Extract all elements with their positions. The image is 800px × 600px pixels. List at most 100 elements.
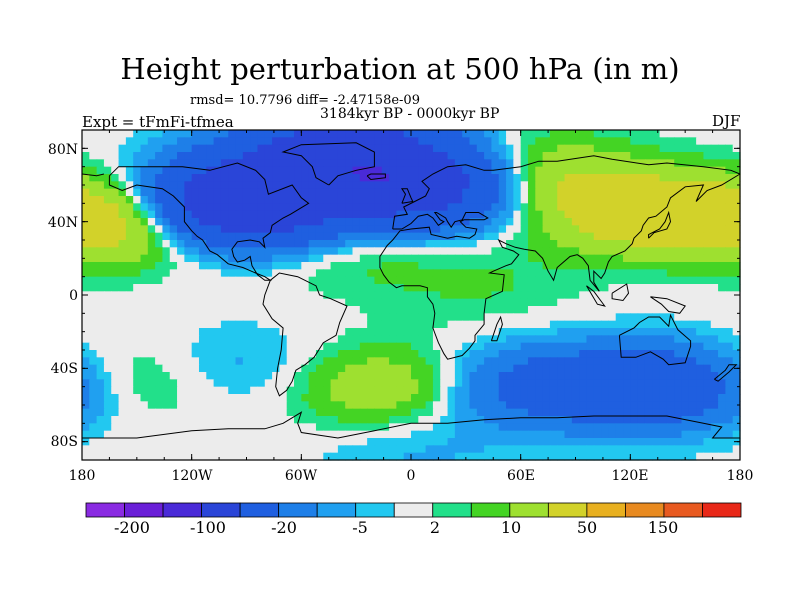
- field-cell: [623, 430, 631, 439]
- field-cell: [250, 159, 259, 168]
- field-cell: [82, 254, 90, 263]
- field-cell: [111, 438, 120, 446]
- field-cell: [111, 386, 120, 395]
- field-cell: [498, 262, 507, 270]
- field-cell: [447, 452, 456, 461]
- field-cell: [425, 196, 434, 204]
- field-cell: [140, 203, 149, 212]
- field-cell: [666, 137, 675, 146]
- field-cell: [586, 438, 595, 446]
- field-cell: [198, 269, 207, 278]
- field-cell: [235, 364, 244, 373]
- field-cell: [337, 394, 346, 402]
- field-cell: [359, 210, 368, 219]
- field-cell: [111, 401, 120, 410]
- field-cell: [425, 401, 434, 410]
- field-cell: [637, 247, 646, 256]
- field-cell: [586, 328, 595, 336]
- field-cell: [162, 174, 171, 182]
- field-cell: [118, 401, 127, 410]
- field-cell: [147, 438, 156, 446]
- field-cell: [155, 364, 164, 373]
- field-cell: [140, 174, 149, 182]
- field-cell: [177, 313, 185, 322]
- field-cell: [125, 313, 134, 322]
- field-cell: [476, 423, 485, 432]
- field-cell: [359, 423, 368, 432]
- field-cell: [411, 144, 419, 153]
- field-cell: [367, 232, 376, 241]
- field-cell: [425, 416, 434, 424]
- field-cell: [476, 203, 485, 212]
- field-cell: [703, 357, 712, 366]
- field-cell: [447, 328, 456, 336]
- field-cell: [125, 328, 134, 336]
- field-cell: [162, 159, 171, 168]
- field-cell: [491, 313, 500, 322]
- field-cell: [264, 416, 273, 424]
- field-cell: [703, 240, 712, 248]
- field-cell: [586, 137, 595, 146]
- field-cell: [666, 342, 675, 351]
- field-cell: [513, 203, 522, 212]
- field-cell: [315, 408, 324, 417]
- field-cell: [294, 452, 302, 461]
- field-cell: [462, 291, 471, 300]
- field-cell: [674, 335, 683, 344]
- field-cell: [593, 262, 602, 270]
- field-cell: [177, 328, 185, 336]
- field-cell: [133, 438, 142, 446]
- field-cell: [659, 181, 668, 190]
- field-cell: [162, 232, 171, 241]
- field-cell: [644, 210, 653, 219]
- field-cell: [111, 335, 120, 344]
- field-cell: [666, 240, 675, 248]
- field-cell: [220, 218, 229, 226]
- field-cell: [681, 408, 690, 417]
- field-cell: [637, 137, 646, 146]
- field-cell: [418, 269, 427, 278]
- field-cell: [89, 298, 98, 307]
- field-cell: [469, 379, 478, 388]
- field-cell: [623, 379, 631, 388]
- field-cell: [198, 276, 207, 285]
- field-cell: [235, 181, 244, 190]
- field-cell: [462, 394, 471, 402]
- field-cell: [681, 188, 690, 197]
- field-cell: [250, 298, 259, 307]
- field-cell: [367, 181, 376, 190]
- field-cell: [147, 452, 156, 461]
- field-cell: [389, 372, 397, 380]
- field-cell: [191, 284, 200, 292]
- field-cell: [630, 350, 639, 358]
- field-cell: [169, 137, 178, 146]
- field-cell: [133, 320, 142, 329]
- field-cell: [549, 335, 558, 344]
- field-cell: [615, 269, 624, 278]
- field-cell: [718, 210, 726, 219]
- field-cell: [593, 328, 602, 336]
- field-cell: [147, 137, 156, 146]
- field-cell: [206, 159, 215, 168]
- field-cell: [542, 320, 551, 329]
- field-cell: [155, 394, 164, 402]
- field-cell: [564, 144, 573, 153]
- field-cell: [228, 291, 237, 300]
- field-cell: [286, 152, 295, 160]
- field-cell: [601, 328, 609, 336]
- field-cell: [659, 291, 668, 300]
- field-cell: [125, 298, 134, 307]
- field-cell: [82, 188, 90, 197]
- field-cell: [359, 188, 368, 197]
- field-cell: [389, 166, 397, 175]
- field-cell: [447, 269, 456, 278]
- field-cell: [513, 430, 522, 439]
- field-cell: [513, 350, 522, 358]
- field-cell: [147, 196, 156, 204]
- field-cell: [264, 364, 273, 373]
- field-cell: [447, 445, 456, 454]
- field-cell: [177, 181, 185, 190]
- field-cell: [264, 130, 273, 138]
- field-cell: [177, 408, 185, 417]
- field-cell: [498, 364, 507, 373]
